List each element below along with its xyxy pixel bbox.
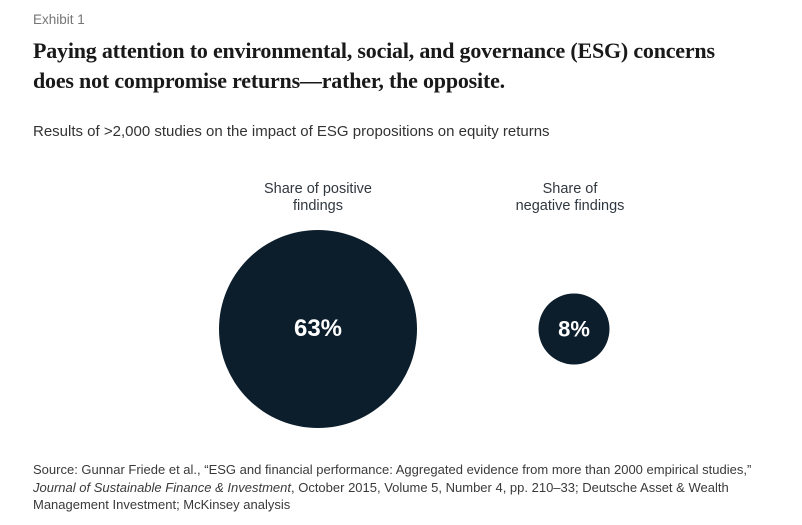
exhibit-label: Exhibit 1 <box>33 12 85 27</box>
source-note: Source: Gunnar Friede et al., “ESG and f… <box>33 461 793 514</box>
negative-findings-value: 8% <box>558 316 590 341</box>
page-title: Paying attention to environmental, socia… <box>33 38 715 93</box>
source-line-3: Management Investment; McKinsey analysis <box>33 497 291 512</box>
source-line-2-rest: , October 2015, Volume 5, Number 4, pp. … <box>290 479 729 495</box>
source-line-2: Journal of Sustainable Finance & Investm… <box>33 479 793 497</box>
bubble-chart: Share of positive findings Share of nega… <box>219 181 625 428</box>
negative-findings-bubble: 8% <box>538 293 610 365</box>
positive-findings-label: Share of positive findings <box>263 181 373 214</box>
journal-name: Journal of Sustainable Finance & Investm… <box>33 479 291 495</box>
positive-findings-value: 63% <box>293 315 343 342</box>
positive-findings-bubble: 63% <box>219 230 417 428</box>
chart-subtitle: Results of >2,000 studies on the impact … <box>33 123 550 140</box>
negative-findings-label: Share of negative findings <box>515 181 625 214</box>
source-line-1: Source: Gunnar Friede et al., “ESG and f… <box>33 462 752 477</box>
